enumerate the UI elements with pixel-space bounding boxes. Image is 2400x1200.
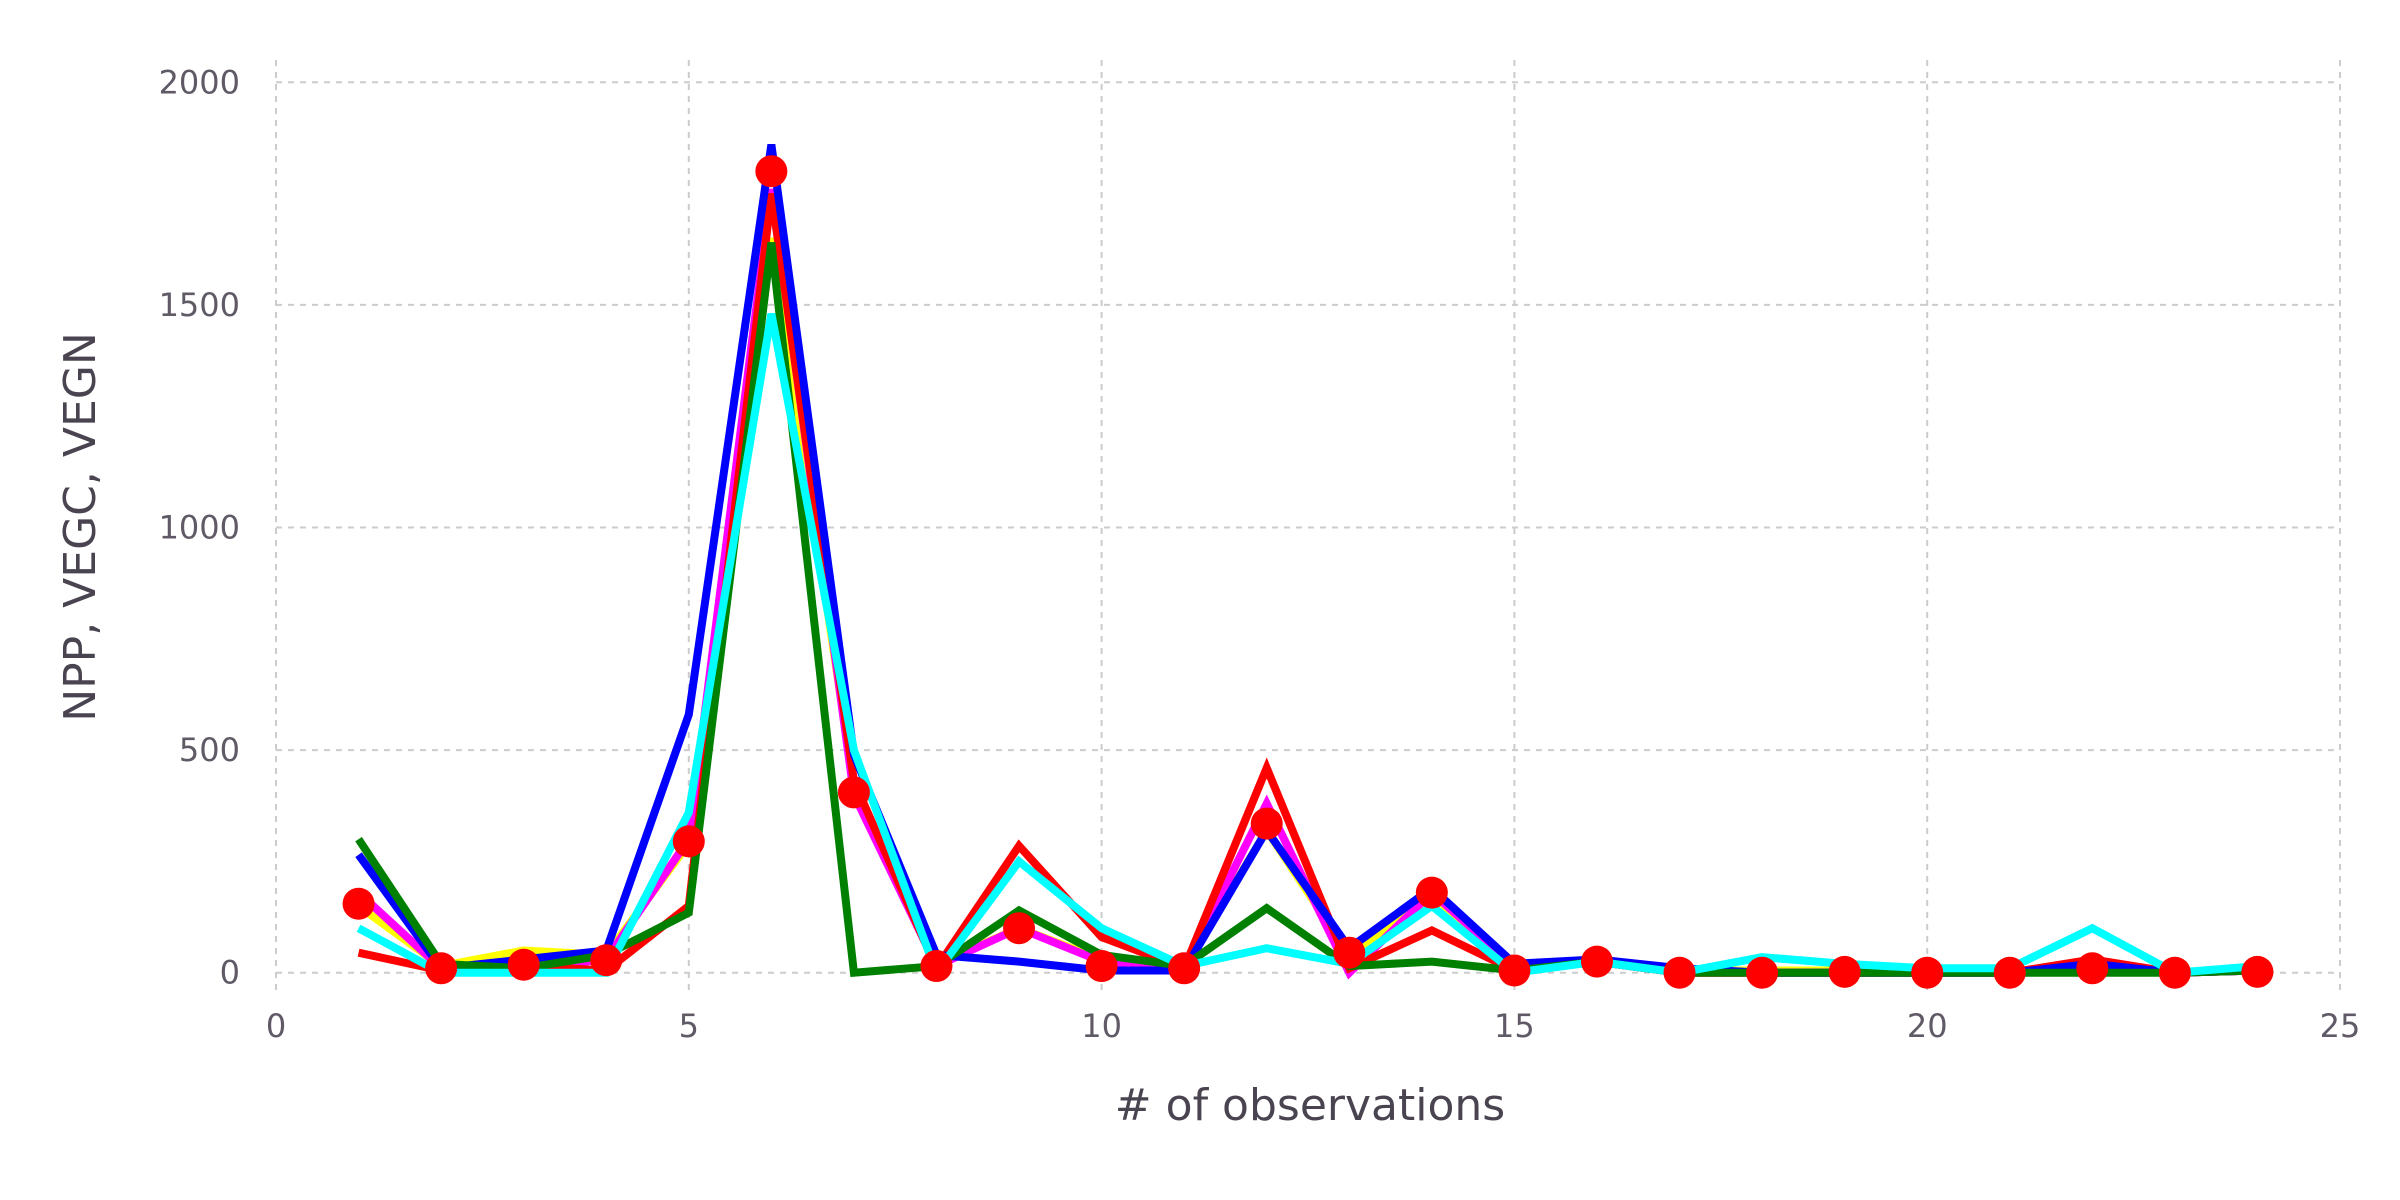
observation-point (1993, 956, 2026, 989)
observation-markers (342, 155, 2274, 989)
observation-point (672, 825, 705, 858)
observation-point (2241, 955, 2274, 988)
grid (275, 60, 2341, 995)
y-axis-title: NPP, VEGC, VEGN (55, 332, 106, 722)
observation-point (1003, 912, 1036, 945)
series-lines (355, 144, 2258, 982)
observation-point (1498, 954, 1531, 987)
y-tick-label: 1000 (159, 509, 240, 547)
observation-point (920, 950, 953, 983)
observation-point (2076, 952, 2109, 985)
x-tick-label: 15 (1494, 1007, 1535, 1045)
x-tick-label: 5 (679, 1007, 699, 1045)
y-tick-label: 2000 (159, 63, 240, 101)
observation-point (1911, 956, 1944, 989)
observation-point (590, 944, 623, 977)
observation-point (1746, 956, 1779, 989)
observation-point (1333, 936, 1366, 969)
observation-point (342, 887, 375, 920)
x-tick-label: 20 (1907, 1007, 1948, 1045)
x-tick-label: 0 (266, 1007, 286, 1045)
tick-labels: 0 5 10 15 20 25 0 500 1000 1500 2000 (159, 63, 2361, 1045)
observation-point (425, 952, 458, 985)
x-tick-label: 10 (1081, 1007, 1122, 1045)
observation-point (755, 155, 788, 188)
y-tick-label: 0 (220, 954, 240, 992)
observation-point (2158, 956, 2191, 989)
observation-point (1250, 807, 1283, 840)
observation-point (1828, 955, 1861, 988)
x-axis-title: # of observations (1115, 1080, 1505, 1131)
observation-point (1415, 876, 1448, 909)
observation-point (1580, 945, 1613, 978)
series-line-4 (355, 144, 2258, 977)
y-tick-label: 500 (179, 731, 240, 769)
observation-point (1663, 956, 1696, 989)
observation-point (1168, 952, 1201, 985)
x-tick-label: 25 (2320, 1007, 2361, 1045)
observation-point (507, 948, 540, 981)
observation-point (837, 776, 870, 809)
y-tick-label: 1500 (159, 286, 240, 324)
observation-point (1085, 950, 1118, 983)
